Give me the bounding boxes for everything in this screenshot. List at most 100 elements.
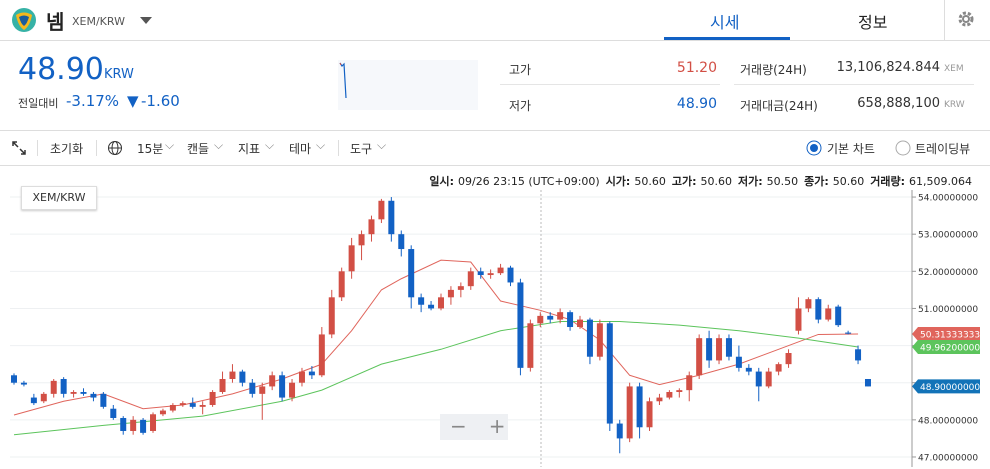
candle-body [557,312,564,320]
candle-body [775,364,782,372]
zoom-out[interactable]: − [450,414,467,438]
tool[interactable]: 캔들 [187,142,210,156]
candle-body [437,297,444,309]
dropdown[interactable] [139,16,153,26]
candle-body [567,312,574,328]
tab[interactable]: 시세 [710,13,740,32]
candle-body [209,391,216,405]
candle-body [318,334,325,376]
caret: ⌵ [316,138,326,152]
radio-off[interactable] [895,140,911,156]
price-tag [912,326,980,341]
coin-name: 넴 [46,10,65,34]
candle-body [20,382,27,385]
candle-body [537,315,544,324]
settings[interactable] [957,10,975,28]
candle-body [70,391,77,394]
candle-body [825,308,832,320]
header: 넴 XEM/KRW 시세 정보 [0,0,990,41]
info-value: 50.60 [634,175,666,188]
candle-body [289,382,296,398]
candle-body [845,332,852,334]
price-tag-label: 50.31333333 [920,330,980,340]
expand[interactable] [12,141,26,155]
candle-body [110,408,117,418]
candle-body [755,371,762,387]
candle-body [646,401,653,428]
candle-body [90,393,97,398]
moving-average [13,320,859,436]
zoom-in[interactable]: + [488,414,506,438]
candle-body [378,200,385,220]
candle-body [626,386,633,439]
sparkline [338,60,478,110]
candle-body [120,417,127,431]
candle-body [577,319,584,328]
legend: XEM/KRW [21,186,97,210]
info-value: 50.60 [832,175,865,188]
globe[interactable] [107,140,123,156]
stat-unit: KRW [944,100,965,110]
y-tick-label: 54.00000000 [918,194,978,204]
tool[interactable]: 테마 [289,142,312,156]
candle-body [725,338,732,357]
toolbar: 초기화 15분 캔들 지표 테마 도구 ⌵ ⌵ ⌵ ⌵ ⌵ 기본 차트 트레이딩… [0,130,990,166]
change-arrow: ▼ [127,92,139,110]
price-tag [912,379,980,394]
info-label: 종가: [804,175,829,188]
info-label: 거래량: [870,175,906,188]
candle-body [428,304,435,309]
candle-body [686,375,693,391]
candle-body [40,393,47,402]
candle-body [100,393,107,407]
candle-body [586,319,593,357]
moving-average [13,259,859,416]
info-label: 일시: [429,175,454,188]
candle-body [835,306,842,326]
candle-body [527,323,534,368]
candle-body [150,414,157,431]
candle-body [676,390,683,392]
candle-body [358,234,365,246]
candle-body [706,338,713,361]
candle-body [815,299,822,320]
change-label: 전일대비 [18,97,59,110]
candle-body [765,371,772,387]
change: -1.60 [141,92,180,110]
stat-value: 13,106,824.844 [836,60,940,75]
stat-unit: XEM [944,64,964,74]
candle-body [11,375,17,383]
candle-body [864,378,871,387]
y-tick-label: 52.00000000 [918,268,978,278]
candle-body [388,200,395,235]
price: 48.90 [18,52,104,87]
candle-body [308,371,315,376]
view[interactable]: 기본 차트 [827,142,875,156]
caret: ⌵ [377,138,387,152]
tab[interactable]: 정보 [858,13,888,32]
candle-body [239,371,246,383]
tool[interactable]: 도구 [350,142,373,156]
tool[interactable]: 15분 [137,142,164,156]
tool[interactable]: 초기화 [50,142,84,156]
candle-body [795,308,802,331]
candle-body [30,397,37,404]
view[interactable]: 트레이딩뷰 [915,142,971,156]
info-value: 61,509.064 [909,175,972,188]
candle-body [805,299,812,309]
candle-body [716,338,723,361]
candle-body [447,289,454,298]
candle-body [517,282,524,368]
candle-body [487,273,494,276]
candle-body [418,297,425,305]
candle-body [80,391,87,394]
candle-body [368,219,375,235]
candle-body [179,403,186,405]
tool[interactable]: 지표 [238,142,261,156]
radio-on[interactable] [806,140,822,156]
stat-label: 거래량(24H) [740,63,807,77]
candle-body [745,367,752,372]
price-unit: KRW [104,67,134,82]
